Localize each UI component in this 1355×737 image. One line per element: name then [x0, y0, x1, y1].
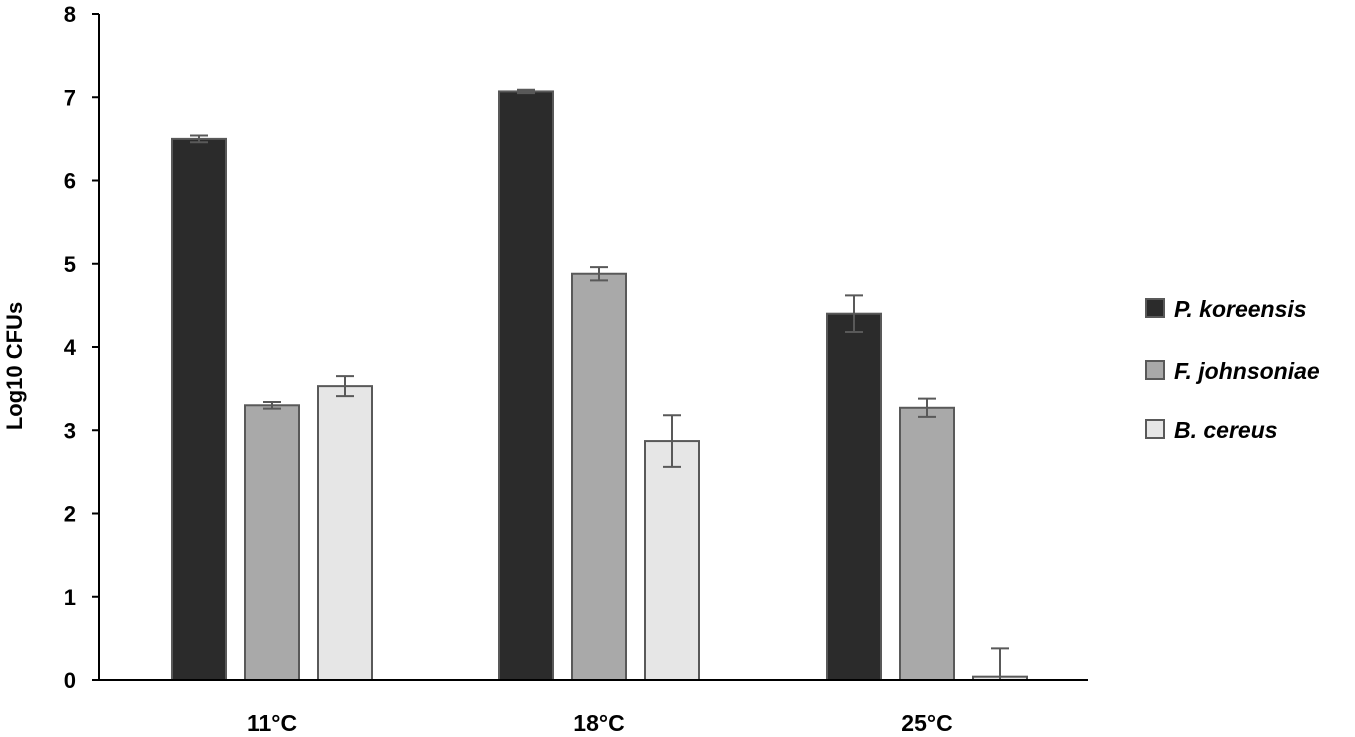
- y-tick-label: 5: [64, 252, 76, 277]
- legend-swatch: [1145, 298, 1165, 318]
- y-tick-label: 4: [64, 335, 77, 360]
- legend-swatch: [1145, 360, 1165, 380]
- y-tick-label: 2: [64, 502, 76, 527]
- bar: [571, 272, 627, 681]
- bar: [826, 312, 882, 681]
- bar-series: [171, 90, 1028, 682]
- y-tick-label: 8: [64, 2, 76, 27]
- y-axis-ticks: [92, 13, 99, 681]
- x-tick-label: 18°C: [573, 710, 624, 736]
- legend-label: F. johnsoniae: [1174, 358, 1320, 384]
- x-tick-label: 11°C: [247, 710, 297, 736]
- legend-label: P. koreensis: [1174, 296, 1307, 322]
- x-axis-category-labels: 11°C 18°C 25°C: [247, 710, 953, 736]
- y-tick-label: 0: [64, 668, 76, 693]
- bar: [644, 440, 700, 682]
- y-axis-tick-labels: 0 1 2 3 4 5 6 7 8: [64, 2, 77, 693]
- y-tick-label: 7: [64, 85, 76, 110]
- legend-swatch: [1145, 419, 1165, 439]
- bar: [171, 137, 227, 681]
- y-tick-label: 6: [64, 169, 76, 194]
- x-tick-label: 25°C: [901, 710, 952, 736]
- bar: [498, 90, 554, 682]
- legend: P. koreensis F. johnsoniae B. cereus: [1145, 296, 1320, 443]
- bar: [244, 404, 300, 681]
- legend-label: B. cereus: [1174, 417, 1278, 443]
- y-tick-label: 1: [64, 585, 76, 610]
- bar: [317, 385, 373, 681]
- bar: [899, 406, 955, 681]
- y-tick-label: 3: [64, 418, 76, 443]
- error-bars: [190, 88, 1009, 680]
- y-axis-title: Log10 CFUs: [2, 302, 27, 430]
